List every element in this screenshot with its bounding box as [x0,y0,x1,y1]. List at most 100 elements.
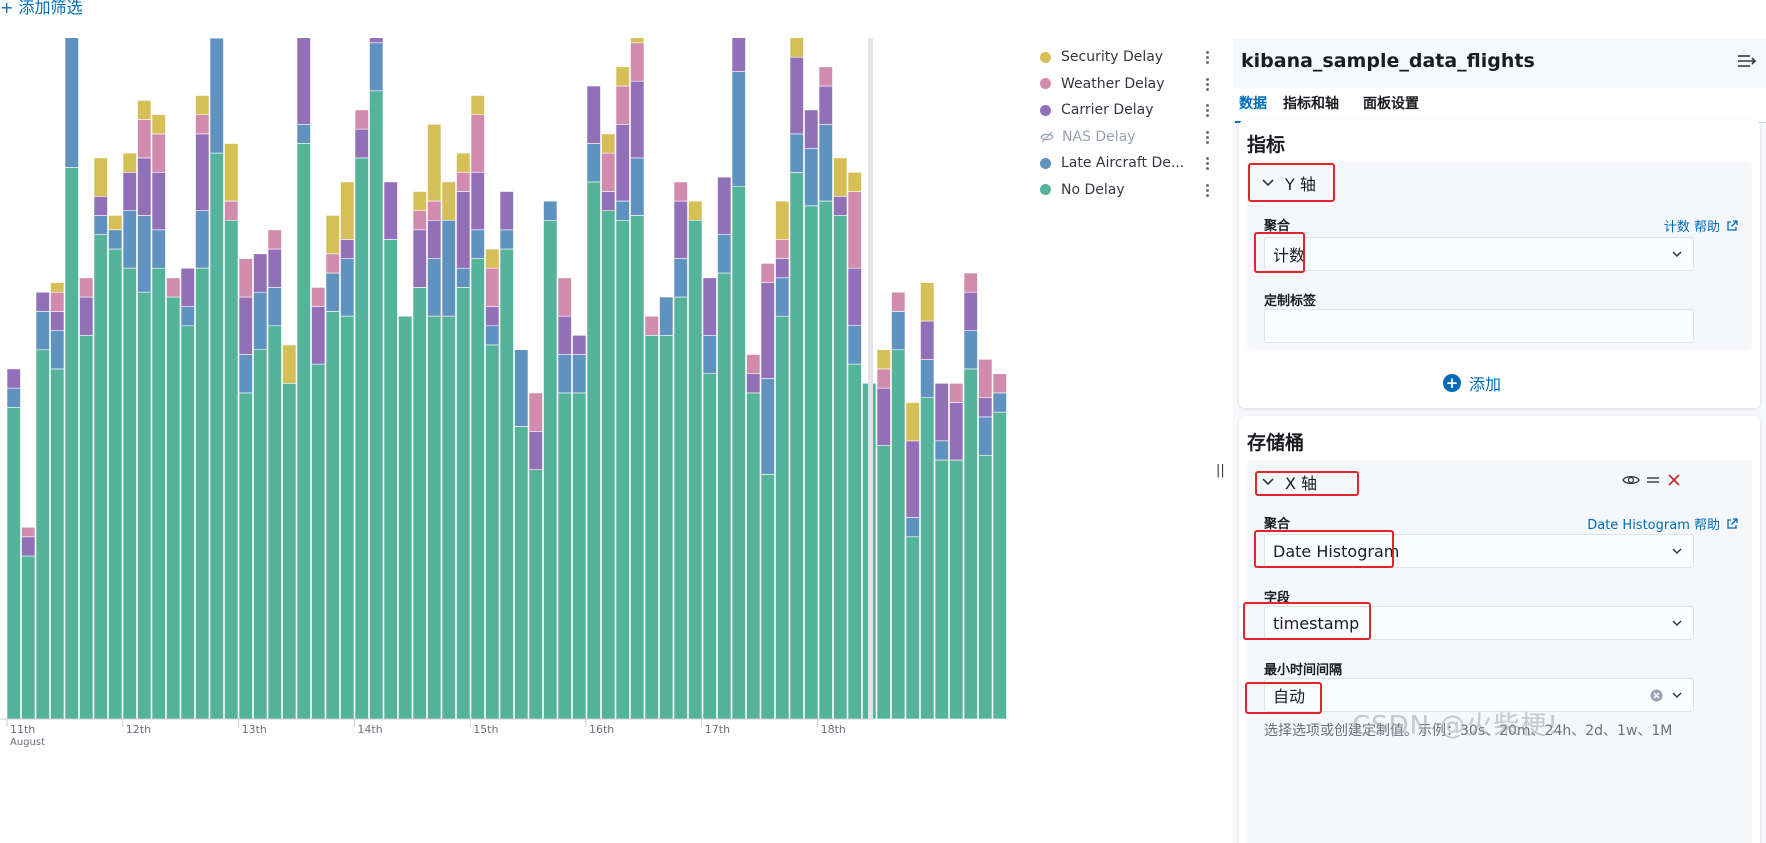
bar-segment[interactable] [209,38,224,154]
bar-segment[interactable] [137,215,152,293]
bar-segment[interactable] [673,258,688,298]
bar-segment[interactable] [833,196,848,216]
bar-segment[interactable] [934,459,949,720]
legend-options-icon[interactable] [1206,183,1210,197]
bar-segment[interactable] [920,358,935,398]
legend-item[interactable]: Weather Delay [1040,71,1220,98]
bar-segment[interactable] [833,215,848,720]
bar-segment[interactable] [21,555,36,720]
bar-segment[interactable] [615,66,630,87]
bar-segment[interactable] [615,219,630,720]
bar-segment[interactable] [804,109,819,149]
bar-segment[interactable] [412,229,427,288]
legend-options-icon[interactable] [1206,51,1210,64]
bar-segment[interactable] [325,311,340,720]
bar-segment[interactable] [122,267,137,720]
x-axis-toggle[interactable]: X 轴 [1261,469,1317,495]
panel-resize-handle[interactable]: || [1216,463,1225,478]
bar-segment[interactable] [876,445,891,720]
bar-segment[interactable] [296,38,311,125]
bar-segment[interactable] [978,416,993,456]
bar-segment[interactable] [760,282,775,379]
bar-segment[interactable] [572,354,587,394]
bar-segment[interactable] [166,296,181,720]
bar-segment[interactable] [746,392,761,720]
add-filter-link[interactable]: + 添加筛选 [0,0,83,17]
bar-segment[interactable] [485,344,500,720]
bar-segment[interactable] [528,430,543,470]
bar-segment[interactable] [441,219,456,317]
bar-segment[interactable] [137,291,152,720]
legend-item[interactable]: Security Delay [1040,44,1220,71]
bar-segment[interactable] [615,200,630,221]
bar-segment[interactable] [833,157,848,197]
bar-segment[interactable] [412,287,427,720]
bar-segment[interactable] [21,526,36,538]
bar-segment[interactable] [615,85,630,125]
bar-segment[interactable] [50,311,65,331]
bar-segment[interactable] [456,152,471,173]
bar-segment[interactable] [6,406,21,720]
bar-segment[interactable] [818,124,833,202]
bar-segment[interactable] [50,368,65,720]
bar-segment[interactable] [93,234,108,720]
bar-segment[interactable] [905,440,920,518]
bar-segment[interactable] [630,38,645,44]
bar-segment[interactable] [847,325,862,365]
y-axis-toggle[interactable]: Y 轴 [1261,170,1316,196]
bar-segment[interactable] [543,219,558,720]
bar-segment[interactable] [499,248,514,720]
bar-segment[interactable] [485,267,500,307]
bar-segment[interactable] [905,402,920,442]
bar-segment[interactable] [267,287,282,327]
bar-segment[interactable] [775,200,790,240]
tab-metrics-axes[interactable]: 指标和轴 [1283,96,1339,112]
bar-segment[interactable] [789,56,804,135]
bar-segment[interactable] [267,325,282,720]
bar-segment[interactable] [963,291,978,331]
bar-segment[interactable] [50,291,65,312]
bar-segment[interactable] [949,382,964,403]
bar-segment[interactable] [354,128,369,159]
bar-segment[interactable] [108,229,123,250]
bucket-agg-select[interactable]: Date Histogram [1264,534,1694,568]
bar-segment[interactable] [340,315,355,720]
bar-segment[interactable] [470,258,485,720]
bar-segment[interactable] [238,258,253,298]
bar-segment[interactable] [528,392,543,432]
bar-segment[interactable] [760,378,775,475]
metric-agg-select[interactable]: 计数 [1264,237,1694,271]
bar-segment[interactable] [949,459,964,720]
bar-segment[interactable] [253,253,268,293]
legend-item[interactable]: Carrier Delay [1040,97,1220,124]
drag-handle-icon[interactable] [1646,475,1660,485]
bar-segment[interactable] [992,411,1007,720]
bar-segment[interactable] [775,239,790,259]
bar-segment[interactable] [180,306,195,327]
bar-segment[interactable] [847,172,862,192]
bar-segment[interactable] [209,152,224,720]
bar-segment[interactable] [557,392,572,720]
bar-segment[interactable] [470,95,485,116]
bar-segment[interactable] [470,229,485,259]
bar-segment[interactable] [383,239,398,720]
bar-segment[interactable] [282,344,297,384]
close-icon[interactable] [1668,474,1680,486]
bar-segment[interactable] [470,114,485,173]
bar-segment[interactable] [804,205,819,720]
bar-segment[interactable] [79,296,94,336]
bar-segment[interactable] [456,267,471,288]
bar-segment[interactable] [398,315,413,720]
legend-options-icon[interactable] [1206,130,1210,144]
bar-segment[interactable] [224,200,239,221]
legend-options-icon[interactable] [1206,77,1210,91]
bar-segment[interactable] [659,334,674,720]
bar-segment[interactable] [731,186,746,720]
bar-segment[interactable] [876,387,891,446]
bar-segment[interactable] [427,124,442,202]
bar-segment[interactable] [572,334,587,355]
bar-segment[interactable] [296,124,311,144]
bar-segment[interactable] [456,287,471,720]
bar-segment[interactable] [427,200,442,221]
bar-segment[interactable] [456,172,471,192]
